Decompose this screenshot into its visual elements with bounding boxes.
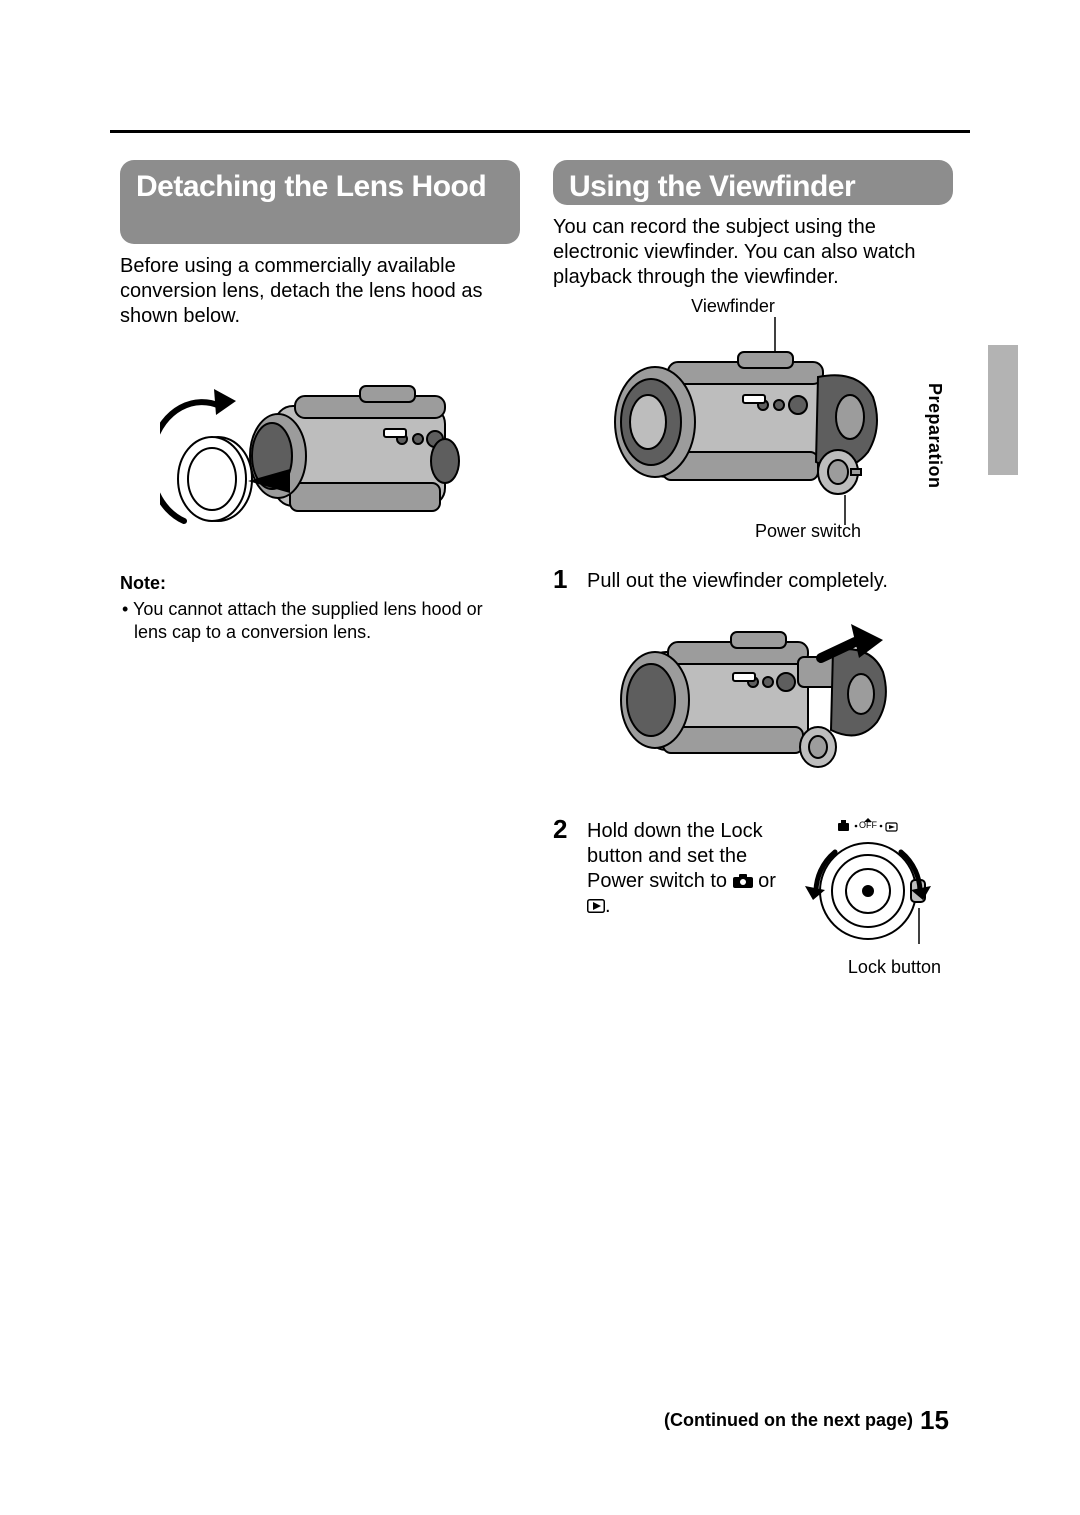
heading-viewfinder: Using the Viewfinder: [553, 160, 953, 205]
section-tab: [988, 345, 1018, 475]
step-1-text: Pull out the viewfinder completely.: [587, 566, 888, 594]
figure-power-switch-dial: OFF: [801, 816, 941, 978]
step-2-number: 2: [553, 816, 575, 842]
label-lock-button: Lock button: [801, 957, 941, 978]
note-label: Note:: [120, 573, 520, 594]
continued-text: (Continued on the next page): [553, 1410, 913, 1431]
page-number: 15: [920, 1405, 949, 1436]
left-column: Detaching the Lens Hood Before using a c…: [120, 160, 520, 643]
figure-camcorder-viewfinder: [553, 317, 953, 527]
step-1: 1 Pull out the viewfinder completely.: [553, 566, 953, 594]
label-viewfinder: Viewfinder: [673, 296, 793, 317]
right-column: Using the Viewfinder You can record the …: [553, 160, 953, 978]
step-2-period: .: [605, 895, 611, 917]
right-intro-text: You can record the subject using the ele…: [553, 215, 953, 290]
left-intro-text: Before using a commercially available co…: [120, 254, 520, 329]
note-body: • You cannot attach the supplied lens ho…: [120, 598, 520, 643]
figure-pull-viewfinder: [553, 602, 953, 792]
heading-detach-lens-hood: Detaching the Lens Hood: [120, 160, 520, 244]
label-power-switch: Power switch: [738, 521, 878, 542]
top-rule: [110, 130, 970, 133]
step-2: 2 Hold down the Lock button and set the …: [553, 816, 953, 978]
play-icon: [587, 899, 605, 913]
step-1-number: 1: [553, 566, 575, 594]
step-2-text-post: or: [753, 870, 776, 892]
figure-detach-lens-hood: [120, 351, 520, 551]
step-2-text: Hold down the Lock button and set the Po…: [587, 816, 787, 978]
camera-icon: [733, 874, 753, 888]
